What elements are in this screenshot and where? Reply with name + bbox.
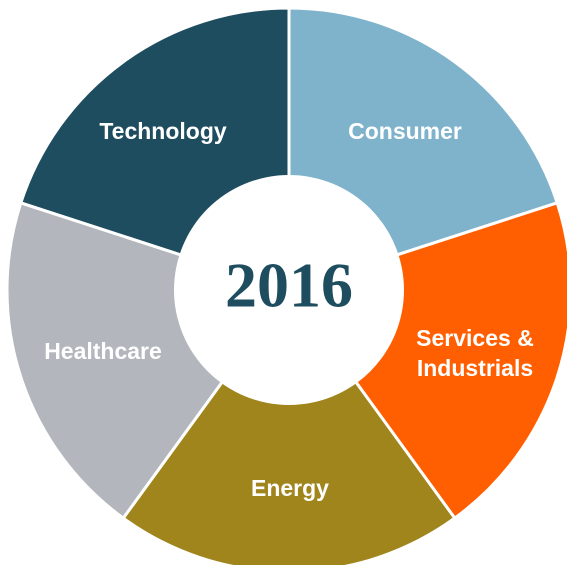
segment-label: Healthcare	[44, 338, 162, 364]
segment-label: Energy	[251, 475, 329, 501]
labels: Consumer Services & Industrials Energy Healt…	[44, 118, 534, 501]
center-label: 2016	[225, 250, 353, 321]
center-circle	[174, 175, 404, 405]
segment-label: Technology	[99, 118, 227, 144]
segment-label: Services &	[416, 325, 534, 351]
segments	[5, 6, 567, 565]
segment-label: Consumer	[348, 118, 462, 144]
segment-label: Industrials	[417, 355, 533, 381]
